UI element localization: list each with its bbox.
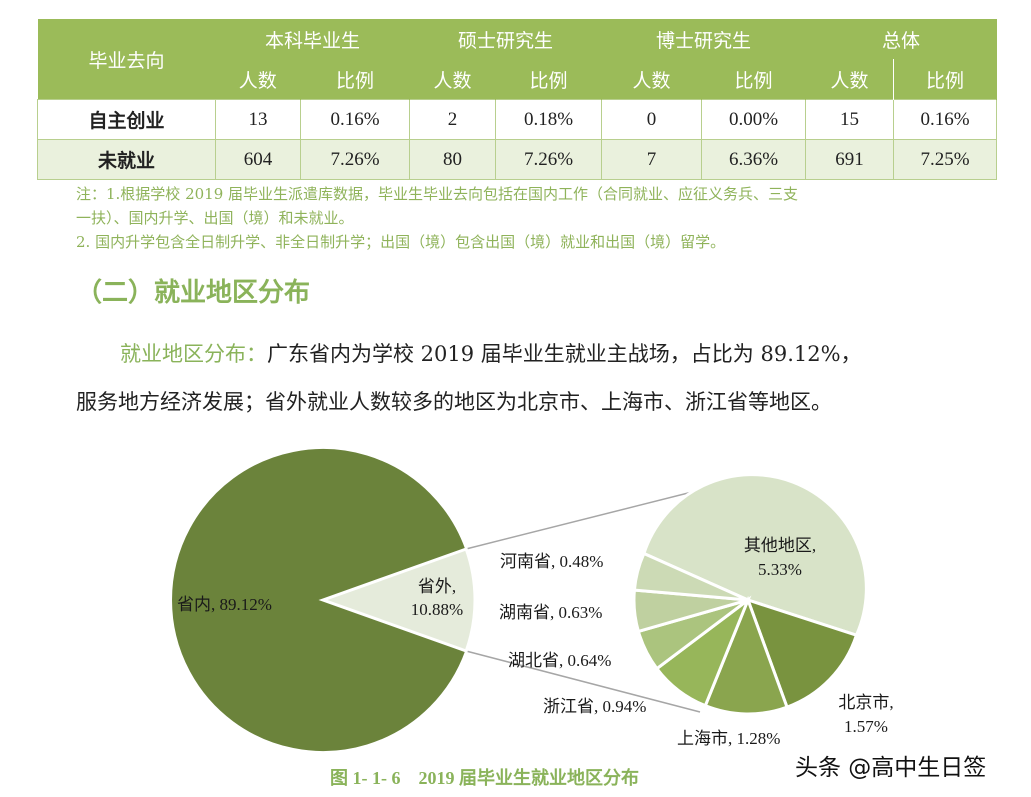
table-cell: 0.16%: [299, 99, 411, 140]
table-row: 未就业 604 7.26% 80 7.26% 7 6.36% 691 7.25%: [37, 139, 998, 180]
subheader: 比例: [701, 59, 807, 100]
section-title: （二）就业地区分布: [76, 278, 311, 308]
table-cell: 0.18%: [495, 99, 603, 140]
subheader: 人数: [215, 59, 301, 100]
table-cell: 0.00%: [701, 99, 807, 140]
connector-line-bottom: [465, 650, 701, 713]
connector-line-top: [465, 489, 701, 550]
group-header-master: 硕士研究生: [409, 19, 602, 59]
table-cell: 6.36%: [701, 139, 807, 180]
subheader: 比例: [893, 59, 998, 100]
pie-slice-henan: [632, 551, 749, 602]
table-cell: 7.26%: [495, 139, 603, 180]
group-header-phd: 博士研究生: [601, 19, 806, 59]
label-other-regions-2: 5.33%: [758, 560, 802, 579]
group-header-total: 总体: [805, 19, 997, 59]
label-zhejiang: 浙江省, 0.94%: [543, 697, 646, 716]
label-beijing-1: 北京市,: [838, 693, 893, 712]
label-out-of-province-2: 10.88%: [411, 600, 463, 619]
label-hunan: 湖南省, 0.63%: [499, 603, 602, 622]
table-cell: 7.25%: [893, 139, 998, 180]
watermark: 头条 @高中生日签: [795, 755, 987, 781]
pie-slice-out-of-province: [318, 547, 477, 653]
pie-slice-beijing: [745, 597, 859, 710]
table-cell: 13: [215, 99, 301, 140]
table-row: 自主创业 13 0.16% 2 0.18% 0 0.00% 15 0.16%: [37, 99, 998, 140]
table-cell: 0.16%: [893, 99, 998, 140]
paragraph-highlight: 就业地区分布：: [120, 342, 267, 366]
subheader: 人数: [409, 59, 497, 100]
paragraph-text: 广东省内为学校 2019 届毕业生就业主战场，占比为 89.12%，: [267, 342, 862, 366]
graduate-destination-table: 毕业去向 本科毕业生 硕士研究生 博士研究生 总体 人数 比例 人数 比例 人数…: [37, 19, 998, 180]
pie-slice-other-regions: [642, 473, 868, 638]
note-line-3: 2. 国内升学包含全日制升学、非全日制升学；出国（境）包含出国（境）就业和出国（…: [76, 233, 726, 251]
pie-slice-shanghai: [703, 595, 789, 716]
paragraph-line-1: 就业地区分布：广东省内为学校 2019 届毕业生就业主战场，占比为 89.12%…: [120, 338, 862, 368]
label-shanghai: 上海市, 1.28%: [677, 729, 780, 748]
corner-header: 毕业去向: [37, 19, 216, 100]
subheader: 人数: [601, 59, 703, 100]
figure-caption: 图 1- 1- 6 2019 届毕业生就业地区分布: [330, 768, 639, 788]
table-cell: 7.26%: [299, 139, 411, 180]
table-cell: 0: [601, 99, 703, 140]
table-cell: 15: [805, 99, 895, 140]
table-cell: 7: [601, 139, 703, 180]
label-in-province: 省内, 89.12%: [177, 595, 272, 614]
note-line-2: 一扶）、国内升学、出国（境）和未就业。: [76, 209, 354, 227]
table-cell: 604: [215, 139, 301, 180]
table-cell: 691: [805, 139, 895, 180]
label-out-of-province-1: 省外,: [418, 577, 456, 596]
row-label: 未就业: [37, 139, 216, 180]
paragraph-line-2: 服务地方经济发展；省外就业人数较多的地区为北京市、上海市、浙江省等地区。: [76, 390, 832, 414]
table-cell: 2: [409, 99, 497, 140]
subheader: 人数: [805, 59, 895, 100]
note-line-1: 注：1.根据学校 2019 届毕业生派遣库数据，毕业生毕业去向包括在国内工作（合…: [76, 185, 799, 203]
group-header-undergrad: 本科毕业生: [215, 19, 410, 59]
label-hubei: 湖北省, 0.64%: [508, 651, 611, 670]
label-other-regions-1: 其他地区,: [744, 536, 816, 555]
row-label: 自主创业: [37, 99, 216, 140]
label-beijing-2: 1.57%: [844, 717, 888, 736]
subheader: 比例: [300, 59, 411, 100]
label-henan: 河南省, 0.48%: [500, 552, 603, 571]
table-cell: 80: [409, 139, 497, 180]
subheader: 比例: [495, 59, 603, 100]
